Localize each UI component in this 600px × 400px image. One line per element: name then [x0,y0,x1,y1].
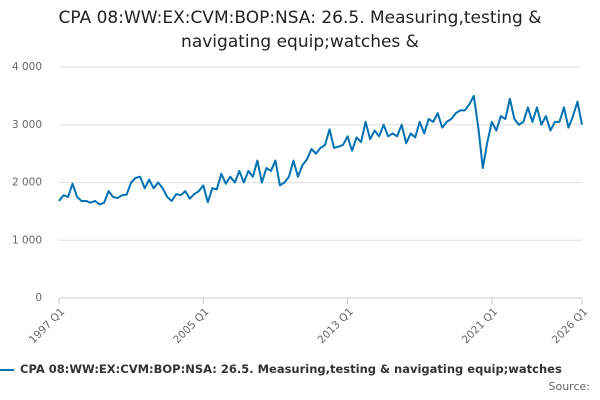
y-tick-label: 3 000 [12,119,42,131]
y-tick-label: 2 000 [12,177,42,189]
y-tick-label: 1 000 [12,234,42,246]
legend: CPA 08:WW:EX:CVM:BOP:NSA: 26.5. Measurin… [0,362,600,376]
legend-label: CPA 08:WW:EX:CVM:BOP:NSA: 26.5. Measurin… [20,362,562,376]
series-line [58,94,583,206]
x-tick-label: 2005 Q1 [171,306,211,346]
source: Source: [548,380,591,393]
x-tick-label: 2013 Q1 [315,306,355,346]
chart-title: CPA 08:WW:EX:CVM:BOP:NSA: 26.5. Measurin… [58,8,542,52]
legend-swatch [0,368,14,371]
y-tick-label: 4 000 [12,61,42,73]
x-tick-label: 1997 Q1 [27,306,67,346]
x-tick-label: 2026 Q1 [550,306,590,346]
x-tick-label: 2021 Q1 [460,306,500,346]
y-tick-label: 0 [35,292,42,304]
